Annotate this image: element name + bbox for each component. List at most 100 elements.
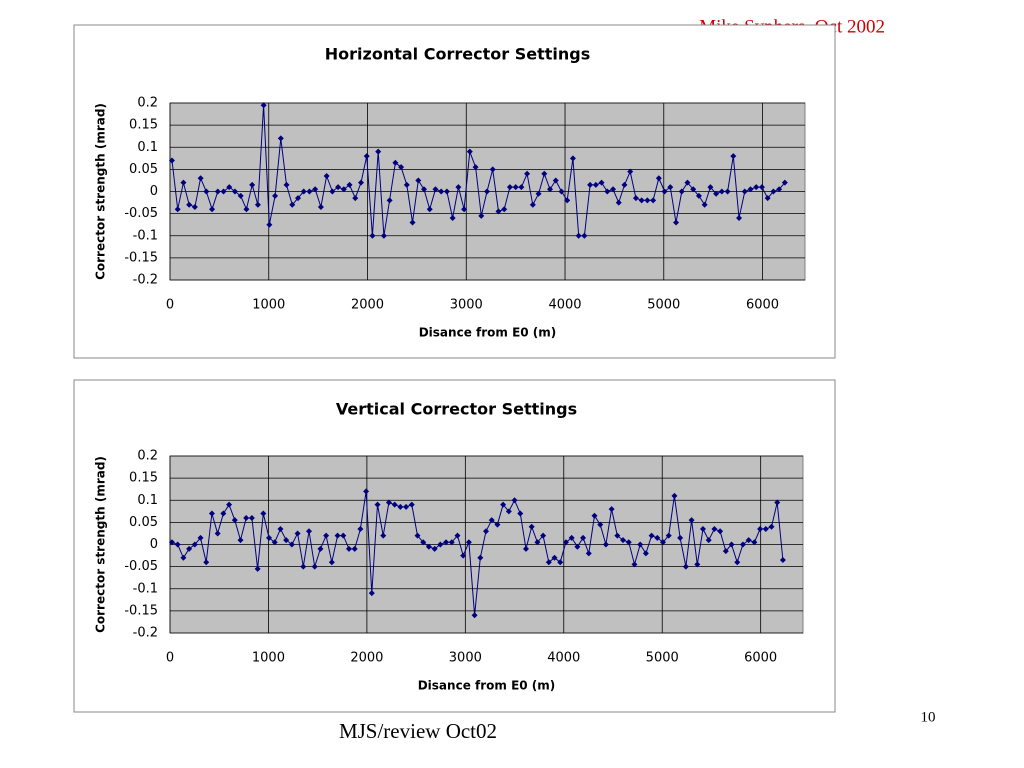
y-tick-label: 0.15 bbox=[129, 118, 158, 133]
data-point bbox=[461, 206, 468, 213]
data-point bbox=[460, 552, 467, 559]
data-point bbox=[363, 488, 370, 495]
data-point bbox=[208, 510, 215, 517]
chart-title: Vertical Corrector Settings bbox=[336, 400, 577, 419]
data-point bbox=[501, 206, 508, 213]
data-point bbox=[522, 545, 529, 552]
data-point bbox=[690, 186, 697, 193]
data-point bbox=[345, 545, 352, 552]
x-tick-label: 5000 bbox=[647, 298, 680, 313]
data-point bbox=[734, 559, 741, 566]
data-point bbox=[203, 188, 210, 195]
data-point bbox=[397, 503, 404, 510]
data-point bbox=[231, 517, 238, 524]
data-point bbox=[186, 201, 193, 208]
data-point bbox=[260, 102, 267, 109]
data-point bbox=[688, 517, 695, 524]
data-point bbox=[317, 545, 324, 552]
data-point bbox=[654, 534, 661, 541]
data-point bbox=[334, 532, 341, 539]
data-point bbox=[505, 508, 512, 515]
y-tick-label: -0.15 bbox=[124, 603, 158, 618]
data-point bbox=[562, 539, 569, 546]
data-point bbox=[768, 523, 775, 530]
data-point bbox=[718, 188, 725, 195]
data-point bbox=[306, 528, 313, 535]
data-point bbox=[568, 534, 575, 541]
data-point bbox=[642, 550, 649, 557]
data-point bbox=[168, 539, 175, 546]
data-point bbox=[517, 510, 524, 517]
data-point bbox=[597, 521, 604, 528]
x-tick-label: 4000 bbox=[548, 298, 581, 313]
data-point bbox=[220, 188, 227, 195]
data-point bbox=[214, 530, 221, 537]
y-tick-label: 0 bbox=[150, 184, 158, 199]
data-point bbox=[425, 543, 432, 550]
data-point bbox=[374, 501, 381, 508]
data-point bbox=[300, 188, 307, 195]
data-point bbox=[323, 173, 330, 180]
data-point bbox=[770, 188, 777, 195]
data-point bbox=[753, 184, 760, 191]
data-point bbox=[602, 541, 609, 548]
data-point bbox=[369, 232, 376, 239]
y-tick-label: 0.15 bbox=[129, 471, 158, 486]
data-point bbox=[209, 206, 216, 213]
data-point bbox=[283, 181, 290, 188]
data-point bbox=[443, 539, 450, 546]
data-point bbox=[368, 590, 375, 597]
data-point bbox=[632, 195, 639, 202]
data-point bbox=[574, 543, 581, 550]
data-point bbox=[724, 188, 731, 195]
data-point bbox=[437, 541, 444, 548]
data-point bbox=[398, 164, 405, 171]
data-point bbox=[375, 148, 382, 155]
data-point bbox=[409, 219, 416, 226]
x-axis-label: Disance from E0 (m) bbox=[418, 679, 556, 693]
data-point bbox=[488, 517, 495, 524]
data-point bbox=[380, 532, 387, 539]
data-point bbox=[335, 184, 342, 191]
data-point bbox=[592, 181, 599, 188]
y-tick-label: 0.2 bbox=[137, 449, 158, 464]
x-tick-label: 0 bbox=[166, 651, 174, 666]
y-tick-label: -0.05 bbox=[124, 206, 158, 221]
data-point bbox=[614, 532, 621, 539]
data-point bbox=[665, 532, 672, 539]
y-tick-label: 0.05 bbox=[129, 515, 158, 530]
data-point bbox=[677, 534, 684, 541]
data-point bbox=[180, 179, 187, 186]
data-point bbox=[506, 184, 513, 191]
data-point bbox=[272, 192, 279, 199]
data-point bbox=[764, 195, 771, 202]
data-point bbox=[545, 559, 552, 566]
data-point bbox=[271, 539, 278, 546]
x-axis-label: Disance from E0 (m) bbox=[419, 326, 557, 340]
data-point bbox=[580, 534, 587, 541]
data-point bbox=[226, 501, 233, 508]
data-point bbox=[524, 170, 531, 177]
data-point bbox=[346, 181, 353, 188]
data-point bbox=[237, 192, 244, 199]
data-point bbox=[237, 537, 244, 544]
y-tick-label: -0.15 bbox=[124, 250, 158, 265]
data-point bbox=[722, 548, 729, 555]
data-point bbox=[701, 201, 708, 208]
data-point bbox=[500, 501, 507, 508]
data-point bbox=[713, 190, 720, 197]
data-point bbox=[610, 186, 617, 193]
y-tick-label: 0.1 bbox=[137, 140, 158, 155]
data-point bbox=[448, 539, 455, 546]
data-point bbox=[226, 184, 233, 191]
data-point bbox=[191, 203, 198, 210]
data-point bbox=[478, 212, 485, 219]
data-point bbox=[248, 514, 255, 521]
data-point bbox=[243, 514, 250, 521]
data-point bbox=[581, 232, 588, 239]
data-point bbox=[762, 526, 769, 533]
data-point bbox=[648, 532, 655, 539]
footer: MJS/review Oct02 bbox=[339, 719, 497, 743]
data-point bbox=[694, 561, 701, 568]
